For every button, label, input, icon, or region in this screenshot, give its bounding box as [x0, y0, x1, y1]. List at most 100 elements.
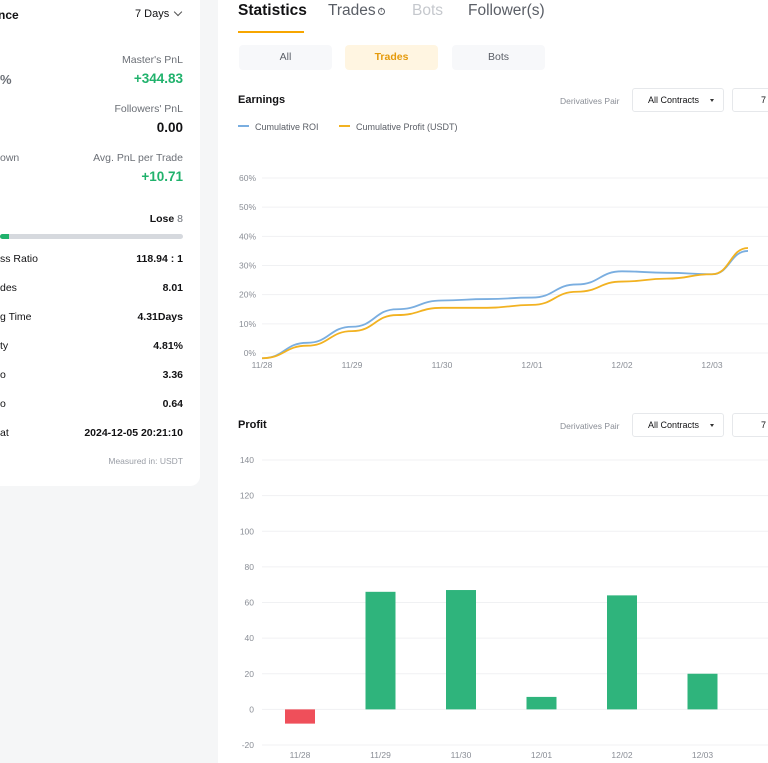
tab-bots-label: Bots — [412, 2, 444, 19]
x-tick-label: 11/30 — [451, 750, 472, 760]
stat-row-label: ty — [0, 340, 9, 352]
y-tick-label: 20 — [245, 669, 255, 679]
x-tick-label: 12/01 — [521, 360, 543, 370]
earnings-contract-value: All Contracts — [648, 95, 700, 105]
stat-row-label: at — [0, 427, 9, 439]
earnings-line-chart: 0% 10% 20% 30% 40% 50% 60% 11/28 11/29 11/30 12/01… — [239, 173, 768, 370]
tab-bots[interactable]: Bots — [412, 2, 443, 20]
y-tick-label: 80 — [245, 562, 255, 572]
filter-trades[interactable]: Trades — [345, 45, 438, 70]
measured-in-note: Measured in: USDT — [108, 456, 183, 466]
legend-profit: Cumulative Profit (USDT) — [339, 122, 458, 132]
y-tick-label: 120 — [240, 491, 254, 501]
x-tick-label: 12/02 — [611, 360, 633, 370]
tab-followers[interactable]: Follower(s) — [468, 2, 545, 20]
caret-down-icon — [710, 424, 714, 427]
stat-row-label: g Time — [0, 311, 32, 323]
avg-pnl-value: +10.71 — [141, 169, 183, 184]
followers-pnl-stat: Followers' PnL 0.00 — [114, 103, 183, 135]
panel-title: nce — [0, 8, 19, 22]
tab-followers-label: Follower(s) — [468, 2, 545, 19]
stat-row-label: o — [0, 398, 6, 410]
masters-pnl-value: +344.83 — [133, 71, 183, 86]
caret-down-icon — [710, 99, 714, 102]
y-tick-label: 20% — [239, 290, 256, 300]
legend-roi-swatch — [238, 125, 249, 127]
profit-filter-label: Derivatives Pair — [560, 421, 620, 431]
followers-pnl-label: Followers' PnL — [114, 103, 183, 115]
earnings-period-value: 7 — [761, 95, 767, 105]
chevron-down-icon — [174, 7, 183, 17]
stat-row-value: 2024-12-05 20:21:10 — [84, 427, 183, 439]
stat-row-label: ss Ratio — [0, 253, 38, 265]
roi-value-partial: % — [0, 72, 12, 87]
y-tick-label: 10% — [239, 319, 256, 329]
legend-profit-label: Cumulative Profit (USDT) — [356, 122, 458, 132]
series-line-roi — [261, 250, 749, 360]
x-tick-label: 11/28 — [290, 750, 311, 760]
y-tick-label: 140 — [240, 455, 254, 465]
profit-period-value: 7 — [761, 420, 767, 430]
profit-contract-select[interactable]: All Contracts — [632, 413, 724, 437]
x-tick-label: 11/29 — [342, 360, 363, 370]
x-tick-label: 11/30 — [432, 360, 453, 370]
profit-bar — [285, 709, 315, 724]
earnings-contract-select[interactable]: All Contracts — [632, 88, 724, 112]
filter-bots[interactable]: Bots — [452, 45, 545, 70]
profit-bar-chart: -20 0 20 40 60 80 100 120 140 11/28 11/29 11/30 12/0… — [240, 455, 768, 760]
earnings-filter-label: Derivatives Pair — [560, 96, 620, 106]
y-tick-label: -20 — [242, 740, 255, 750]
lose-number: 8 — [177, 213, 183, 225]
profit-bar — [446, 590, 476, 710]
profit-period-select[interactable]: 7 — [732, 413, 768, 437]
period-label: 7 Days — [135, 8, 170, 20]
stat-row-value: 4.81% — [153, 340, 183, 352]
series-line-profit — [261, 247, 749, 360]
followers-pnl-value: 0.00 — [156, 120, 183, 135]
y-tick-label: 0 — [249, 704, 254, 714]
x-tick-label: 11/29 — [370, 750, 391, 760]
tab-statistics[interactable]: Statistics — [238, 2, 307, 20]
info-icon: i — [377, 8, 385, 15]
win-bar-fill — [0, 234, 10, 239]
tab-trades-label: Trades — [328, 2, 376, 19]
x-tick-label: 11/28 — [252, 360, 273, 370]
stat-row-value: 0.64 — [162, 398, 183, 410]
stat-row-value: 8.01 — [162, 282, 183, 294]
x-tick-label: 12/01 — [531, 750, 553, 760]
masters-pnl-stat: Master's PnL +344.83 — [122, 54, 183, 86]
tab-statistics-label: Statistics — [238, 2, 307, 19]
period-dropdown[interactable]: 7 Days — [135, 7, 183, 20]
lose-label: Lose — [149, 213, 175, 225]
profit-title: Profit — [238, 419, 267, 431]
win-lose-bar — [0, 234, 183, 239]
profit-contract-value: All Contracts — [648, 420, 700, 430]
y-tick-label: 40 — [245, 633, 255, 643]
y-tick-label: 40% — [239, 231, 256, 241]
legend-roi: Cumulative ROI — [238, 122, 319, 132]
profit-bar — [687, 673, 718, 710]
earnings-period-select[interactable]: 7 — [732, 88, 768, 112]
stat-row-label: des — [0, 282, 17, 294]
y-tick-label: 50% — [239, 202, 256, 212]
x-tick-label: 12/02 — [611, 750, 633, 760]
profit-bar — [526, 696, 557, 710]
tab-trades[interactable]: Trades i — [328, 2, 385, 20]
y-tick-label: 0% — [244, 348, 257, 358]
legend-roi-label: Cumulative ROI — [255, 122, 319, 132]
trader-performance-panel: nce 7 Days % Master's PnL +344.83 Follow… — [0, 0, 200, 486]
y-tick-label: 30% — [239, 261, 256, 271]
y-tick-label: 100 — [240, 526, 254, 536]
x-tick-label: 12/03 — [692, 750, 714, 760]
profit-bar — [365, 591, 396, 710]
statistics-panel: Statistics Trades i Bots Follower(s) All … — [218, 0, 768, 763]
filter-all[interactable]: All — [239, 45, 332, 70]
y-tick-label: 60% — [239, 173, 256, 183]
earnings-title: Earnings — [238, 94, 286, 106]
x-tick-label: 12/03 — [701, 360, 723, 370]
stat-row-label: o — [0, 369, 6, 381]
stat-row-value: 118.94 : 1 — [136, 253, 183, 265]
avg-pnl-label: Avg. PnL per Trade — [93, 152, 183, 164]
stat-row-value: 4.31Days — [137, 311, 183, 323]
profit-bar — [607, 595, 637, 710]
